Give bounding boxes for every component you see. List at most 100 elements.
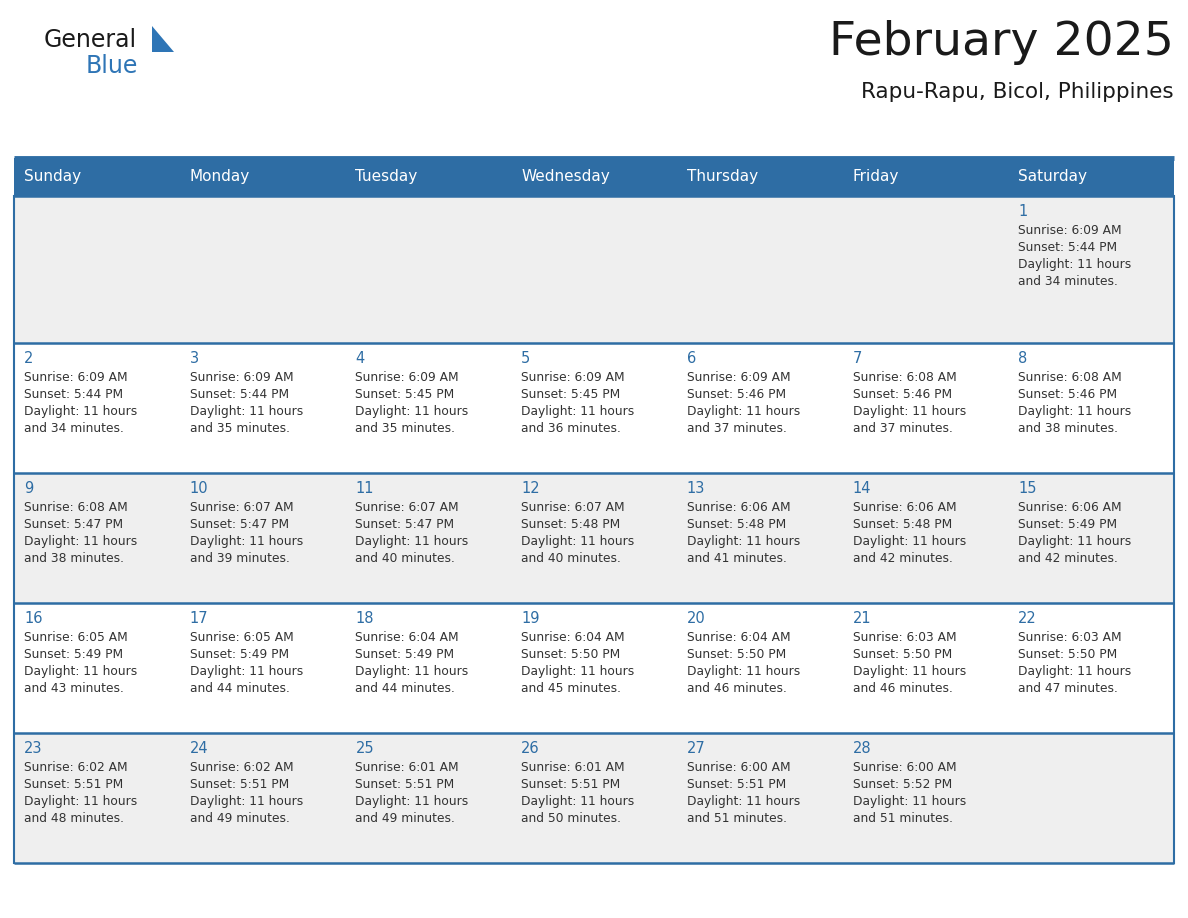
Text: Sunrise: 6:07 AM: Sunrise: 6:07 AM	[355, 501, 459, 514]
Text: Sunrise: 6:03 AM: Sunrise: 6:03 AM	[1018, 631, 1121, 644]
Bar	[14, 733, 1174, 863]
Text: Daylight: 11 hours: Daylight: 11 hours	[190, 405, 303, 418]
Text: and 50 minutes.: and 50 minutes.	[522, 812, 621, 825]
Text: 25: 25	[355, 741, 374, 756]
Text: Thursday: Thursday	[687, 170, 758, 185]
Text: Sunrise: 6:09 AM: Sunrise: 6:09 AM	[355, 371, 459, 384]
Text: 13: 13	[687, 481, 706, 496]
Text: Sunset: 5:47 PM: Sunset: 5:47 PM	[24, 518, 124, 531]
Text: Sunset: 5:49 PM: Sunset: 5:49 PM	[190, 648, 289, 661]
Text: and 47 minutes.: and 47 minutes.	[1018, 682, 1118, 695]
Text: 21: 21	[853, 611, 871, 626]
Bar	[1009, 158, 1174, 196]
Text: Sunset: 5:51 PM: Sunset: 5:51 PM	[24, 778, 124, 791]
Text: 8: 8	[1018, 351, 1028, 366]
Text: and 34 minutes.: and 34 minutes.	[24, 422, 124, 435]
Text: and 46 minutes.: and 46 minutes.	[853, 682, 953, 695]
Text: Sunrise: 6:09 AM: Sunrise: 6:09 AM	[522, 371, 625, 384]
Text: Sunset: 5:45 PM: Sunset: 5:45 PM	[522, 388, 620, 401]
Text: 7: 7	[853, 351, 862, 366]
Text: 26: 26	[522, 741, 539, 756]
Text: Sunrise: 6:06 AM: Sunrise: 6:06 AM	[1018, 501, 1121, 514]
Text: Sunrise: 6:01 AM: Sunrise: 6:01 AM	[355, 761, 459, 774]
Text: 3: 3	[190, 351, 198, 366]
Text: 16: 16	[24, 611, 43, 626]
Text: and 35 minutes.: and 35 minutes.	[355, 422, 455, 435]
Text: 23: 23	[24, 741, 43, 756]
Text: 2: 2	[24, 351, 33, 366]
Text: Daylight: 11 hours: Daylight: 11 hours	[1018, 535, 1131, 548]
Text: 10: 10	[190, 481, 208, 496]
Text: Sunrise: 6:04 AM: Sunrise: 6:04 AM	[687, 631, 790, 644]
Text: 19: 19	[522, 611, 539, 626]
Text: and 42 minutes.: and 42 minutes.	[853, 552, 953, 565]
Text: Sunset: 5:51 PM: Sunset: 5:51 PM	[355, 778, 455, 791]
Text: Sunrise: 6:08 AM: Sunrise: 6:08 AM	[1018, 371, 1121, 384]
Text: Daylight: 11 hours: Daylight: 11 hours	[190, 795, 303, 808]
Text: Daylight: 11 hours: Daylight: 11 hours	[24, 535, 138, 548]
Text: 28: 28	[853, 741, 871, 756]
Bar	[14, 603, 1174, 733]
Text: and 40 minutes.: and 40 minutes.	[522, 552, 621, 565]
Text: General: General	[44, 28, 137, 52]
Text: Rapu-Rapu, Bicol, Philippines: Rapu-Rapu, Bicol, Philippines	[861, 82, 1174, 102]
Text: Sunrise: 6:06 AM: Sunrise: 6:06 AM	[853, 501, 956, 514]
Text: 20: 20	[687, 611, 706, 626]
Text: Tuesday: Tuesday	[355, 170, 418, 185]
Text: Daylight: 11 hours: Daylight: 11 hours	[1018, 405, 1131, 418]
Text: Sunrise: 6:05 AM: Sunrise: 6:05 AM	[24, 631, 128, 644]
Text: Sunset: 5:46 PM: Sunset: 5:46 PM	[1018, 388, 1118, 401]
Bar	[677, 158, 842, 196]
Text: Sunset: 5:45 PM: Sunset: 5:45 PM	[355, 388, 455, 401]
Bar	[179, 158, 346, 196]
Text: and 37 minutes.: and 37 minutes.	[687, 422, 786, 435]
Text: and 36 minutes.: and 36 minutes.	[522, 422, 621, 435]
Text: Sunrise: 6:08 AM: Sunrise: 6:08 AM	[853, 371, 956, 384]
Text: and 51 minutes.: and 51 minutes.	[853, 812, 953, 825]
Text: Blue: Blue	[86, 54, 138, 78]
Text: Sunset: 5:49 PM: Sunset: 5:49 PM	[1018, 518, 1118, 531]
Text: and 49 minutes.: and 49 minutes.	[190, 812, 290, 825]
Text: Daylight: 11 hours: Daylight: 11 hours	[355, 795, 469, 808]
Text: Sunset: 5:49 PM: Sunset: 5:49 PM	[355, 648, 455, 661]
Text: and 44 minutes.: and 44 minutes.	[355, 682, 455, 695]
Text: and 49 minutes.: and 49 minutes.	[355, 812, 455, 825]
Bar	[346, 158, 511, 196]
Text: and 51 minutes.: and 51 minutes.	[687, 812, 786, 825]
Text: Sunset: 5:46 PM: Sunset: 5:46 PM	[853, 388, 952, 401]
Text: Sunset: 5:50 PM: Sunset: 5:50 PM	[522, 648, 620, 661]
Text: Daylight: 11 hours: Daylight: 11 hours	[687, 405, 800, 418]
Text: 9: 9	[24, 481, 33, 496]
Text: Sunset: 5:48 PM: Sunset: 5:48 PM	[853, 518, 952, 531]
Text: Daylight: 11 hours: Daylight: 11 hours	[687, 795, 800, 808]
Text: 5: 5	[522, 351, 530, 366]
Text: Sunset: 5:49 PM: Sunset: 5:49 PM	[24, 648, 124, 661]
Text: Daylight: 11 hours: Daylight: 11 hours	[24, 795, 138, 808]
Text: Daylight: 11 hours: Daylight: 11 hours	[522, 535, 634, 548]
Bar	[14, 196, 1174, 343]
Text: and 38 minutes.: and 38 minutes.	[1018, 422, 1118, 435]
Text: 14: 14	[853, 481, 871, 496]
Text: Daylight: 11 hours: Daylight: 11 hours	[853, 535, 966, 548]
Text: and 35 minutes.: and 35 minutes.	[190, 422, 290, 435]
Text: and 43 minutes.: and 43 minutes.	[24, 682, 124, 695]
Text: 15: 15	[1018, 481, 1037, 496]
Text: Daylight: 11 hours: Daylight: 11 hours	[687, 535, 800, 548]
Text: Daylight: 11 hours: Daylight: 11 hours	[355, 405, 469, 418]
Text: Sunset: 5:44 PM: Sunset: 5:44 PM	[1018, 241, 1118, 254]
Text: and 41 minutes.: and 41 minutes.	[687, 552, 786, 565]
Text: February 2025: February 2025	[829, 20, 1174, 65]
Text: Sunset: 5:50 PM: Sunset: 5:50 PM	[687, 648, 786, 661]
Text: and 37 minutes.: and 37 minutes.	[853, 422, 953, 435]
Text: Daylight: 11 hours: Daylight: 11 hours	[522, 795, 634, 808]
Polygon shape	[152, 26, 173, 52]
Text: Sunrise: 6:06 AM: Sunrise: 6:06 AM	[687, 501, 790, 514]
Text: Daylight: 11 hours: Daylight: 11 hours	[687, 665, 800, 678]
Bar	[14, 343, 1174, 473]
Text: Daylight: 11 hours: Daylight: 11 hours	[522, 665, 634, 678]
Text: Daylight: 11 hours: Daylight: 11 hours	[24, 665, 138, 678]
Bar	[14, 473, 1174, 603]
Text: Sunday: Sunday	[24, 170, 81, 185]
Text: Sunrise: 6:08 AM: Sunrise: 6:08 AM	[24, 501, 128, 514]
Text: Sunset: 5:46 PM: Sunset: 5:46 PM	[687, 388, 786, 401]
